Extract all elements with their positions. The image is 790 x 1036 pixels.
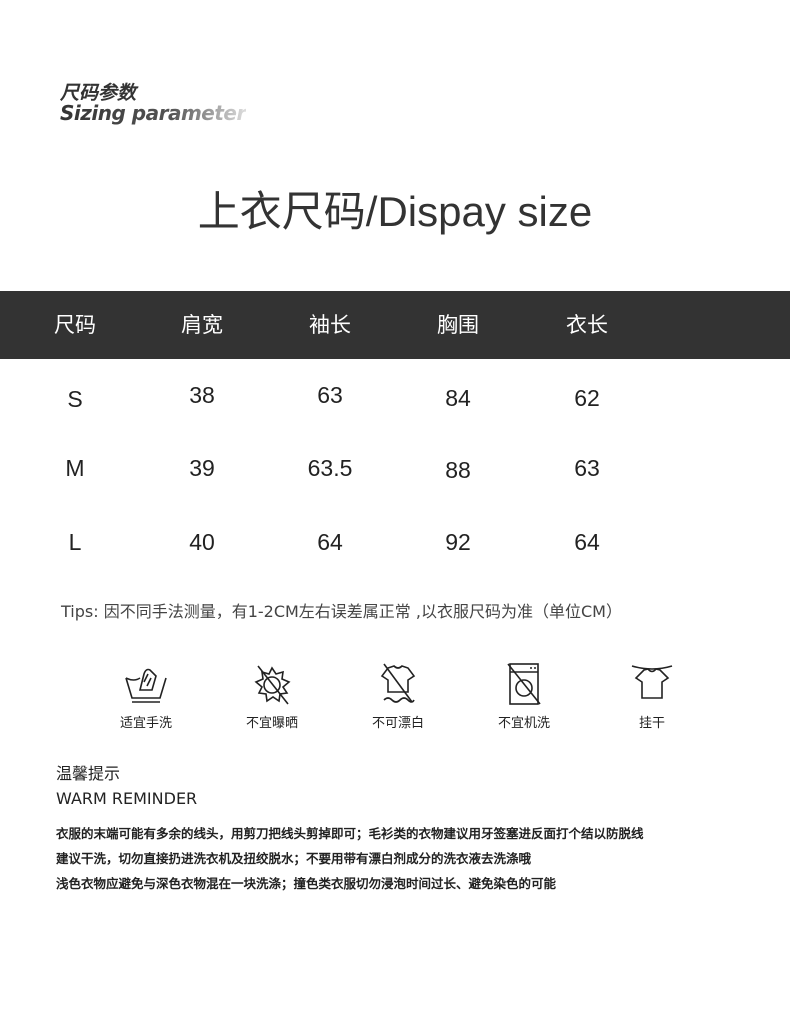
table-cell: 39 [189,455,215,481]
care-label: 不宜曝晒 [245,716,298,731]
table-cell: 40 [189,529,215,555]
column-header: 肩宽 [181,313,223,337]
table-cell: 84 [445,385,471,411]
column-header: 衣长 [566,313,608,337]
table-cell: 63.5 [307,455,353,481]
measurement-tips: Tips: 因不同手法测量，有1-2CM左右误差属正常 ,以衣服尺码为准（单位C… [61,602,622,621]
table-cell: M [65,455,85,481]
section-label-cn: 尺码参数 [60,82,137,104]
care-item: 挂干 [592,660,712,731]
table-cell: 92 [445,529,471,555]
care-label: 挂干 [638,716,665,731]
reminder-title-cn: 温馨提示 [56,764,121,783]
care-item: 不宜曝晒 [212,660,332,731]
column-header: 尺码 [54,313,96,337]
table-cell: L [68,529,82,555]
table-cell: 63 [317,382,343,408]
care-item: 适宜手洗 [86,660,206,731]
column-header: 袖长 [309,313,351,337]
column-header: 胸围 [437,313,479,337]
table-cell: 64 [317,529,343,555]
care-label: 不宜机洗 [497,716,550,731]
no-machine-wash-icon [507,663,541,705]
care-item: 不可漂白 [338,660,458,731]
hand-wash-icon [125,668,167,703]
table-header: 尺码 肩宽 袖长 胸围 衣长 [0,291,790,359]
care-item: 不宜机洗 [464,660,584,731]
reminder-line: 衣服的末端可能有多余的线头，用剪刀把线头剪掉即可；毛衫类的衣物建议用牙签塞进反面… [56,826,644,841]
reminder-line: 浅色衣物应避免与深色衣物混在一块洗涤；撞色类衣服切勿浸泡时间过长、避免染色的可能 [56,876,557,891]
page-title: 上衣尺码/Dispay size [197,188,593,235]
no-sun-icon [254,665,291,705]
reminder-title-en: WARM REMINDER [56,789,198,808]
reminder-line: 建议干洗，切勿直接扔进洗衣机及扭绞脱水；不要用带有漂白剂成分的洗衣液去洗涤哦 [56,851,532,866]
table-cell: 64 [574,529,600,555]
table-cell: 63 [574,455,600,481]
section-label-en: Sizing parameter [60,101,246,125]
table-cell: S [67,386,83,412]
hang-dry-icon [631,665,673,699]
care-label: 适宜手洗 [119,716,172,731]
table-cell: 38 [189,382,215,408]
table-cell: 88 [445,457,471,483]
no-bleach-icon [380,663,416,703]
care-label: 不可漂白 [371,716,424,731]
table-cell: 62 [574,385,600,411]
